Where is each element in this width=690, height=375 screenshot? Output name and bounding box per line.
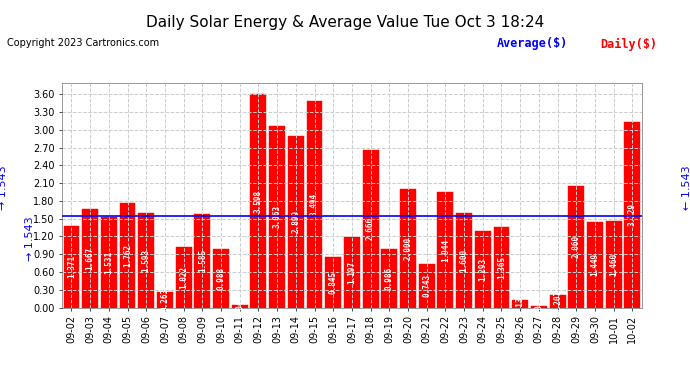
Bar — [363, 150, 379, 308]
Bar — [157, 292, 173, 308]
Text: Average($): Average($) — [497, 38, 568, 51]
Text: 0.986: 0.986 — [385, 267, 394, 290]
Bar — [419, 264, 435, 308]
Bar — [382, 249, 397, 308]
Text: 0.025: 0.025 — [534, 295, 543, 318]
Bar — [325, 258, 341, 307]
Text: Copyright 2023 Cartronics.com: Copyright 2023 Cartronics.com — [7, 38, 159, 48]
Text: 3.494: 3.494 — [310, 192, 319, 216]
Text: 2.899: 2.899 — [291, 210, 300, 233]
Bar — [624, 122, 640, 308]
Bar — [213, 249, 229, 308]
Bar — [475, 231, 491, 308]
Bar — [606, 221, 622, 308]
Text: 1.293: 1.293 — [478, 258, 487, 281]
Bar — [138, 213, 154, 308]
Bar — [101, 217, 117, 308]
Text: 1.944: 1.944 — [441, 238, 450, 261]
Text: 0.207: 0.207 — [553, 290, 562, 313]
Bar — [550, 295, 566, 307]
Text: 0.988: 0.988 — [217, 267, 226, 290]
Bar — [493, 226, 509, 308]
Text: 0.043: 0.043 — [235, 295, 244, 318]
Text: 2.000: 2.000 — [404, 237, 413, 260]
Bar — [587, 222, 603, 308]
Bar — [250, 94, 266, 308]
Text: 1.022: 1.022 — [179, 266, 188, 289]
Bar — [512, 300, 528, 307]
Bar — [63, 226, 79, 308]
Bar — [269, 126, 285, 308]
Text: Daily Solar Energy & Average Value Tue Oct 3 18:24: Daily Solar Energy & Average Value Tue O… — [146, 15, 544, 30]
Bar — [344, 237, 360, 308]
Text: 1.531: 1.531 — [104, 251, 113, 274]
Text: 1.371: 1.371 — [67, 255, 76, 279]
Text: 1.762: 1.762 — [123, 244, 132, 267]
Text: Daily($): Daily($) — [600, 38, 658, 51]
Text: 2.060: 2.060 — [572, 235, 581, 258]
Text: 1.667: 1.667 — [86, 247, 95, 270]
Bar — [531, 306, 546, 308]
Text: 0.743: 0.743 — [422, 274, 431, 297]
Text: 1.600: 1.600 — [460, 249, 469, 272]
Text: ← 1.543: ← 1.543 — [682, 165, 690, 210]
Text: 1.197: 1.197 — [347, 261, 357, 284]
Bar — [119, 203, 135, 308]
Text: 1.460: 1.460 — [609, 253, 618, 276]
Bar — [82, 209, 98, 308]
Bar — [195, 214, 210, 308]
Bar — [569, 186, 584, 308]
Text: 0.131: 0.131 — [515, 292, 524, 315]
Text: 0.845: 0.845 — [328, 271, 337, 294]
Text: → 1.543: → 1.543 — [26, 216, 35, 261]
Bar — [400, 189, 416, 308]
Bar — [176, 247, 192, 308]
Text: 0.263: 0.263 — [161, 288, 170, 311]
Bar — [288, 136, 304, 308]
Bar — [232, 305, 248, 308]
Text: 3.129: 3.129 — [628, 203, 637, 226]
Text: 3.598: 3.598 — [254, 189, 263, 213]
Bar — [306, 100, 322, 308]
Bar — [456, 213, 472, 308]
Text: 1.365: 1.365 — [497, 255, 506, 279]
Text: 1.593: 1.593 — [141, 249, 150, 272]
Text: 3.063: 3.063 — [273, 205, 282, 228]
Text: 2.666: 2.666 — [366, 217, 375, 240]
Bar — [437, 192, 453, 308]
Text: → 1.543: → 1.543 — [0, 165, 8, 210]
Text: 1.585: 1.585 — [198, 249, 207, 272]
Text: 1.449: 1.449 — [591, 253, 600, 276]
